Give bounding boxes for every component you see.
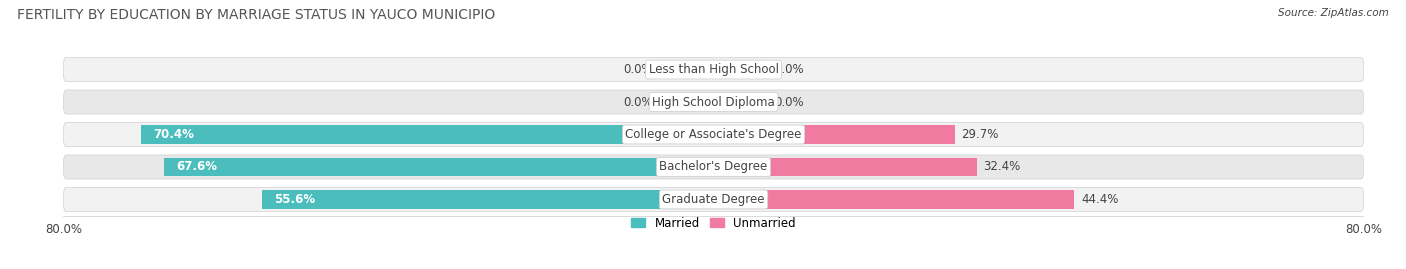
Bar — [713, 158, 977, 176]
Bar — [713, 61, 770, 79]
Text: 32.4%: 32.4% — [983, 161, 1021, 174]
Text: Graduate Degree: Graduate Degree — [662, 193, 765, 206]
Text: Bachelor's Degree: Bachelor's Degree — [659, 161, 768, 174]
Text: College or Associate's Degree: College or Associate's Degree — [626, 128, 801, 141]
Text: 67.6%: 67.6% — [176, 161, 218, 174]
FancyBboxPatch shape — [63, 58, 1364, 82]
Text: 44.4%: 44.4% — [1081, 193, 1118, 206]
Bar — [657, 61, 713, 79]
Text: 0.0%: 0.0% — [623, 95, 652, 108]
Bar — [262, 190, 713, 208]
Text: 70.4%: 70.4% — [153, 128, 194, 141]
Bar — [141, 125, 713, 144]
FancyBboxPatch shape — [63, 90, 1364, 114]
Text: 29.7%: 29.7% — [962, 128, 998, 141]
Text: 55.6%: 55.6% — [274, 193, 315, 206]
Bar — [165, 158, 713, 176]
Text: Source: ZipAtlas.com: Source: ZipAtlas.com — [1278, 8, 1389, 18]
Text: Less than High School: Less than High School — [648, 63, 779, 76]
Text: 0.0%: 0.0% — [775, 63, 804, 76]
Bar — [713, 190, 1074, 208]
Bar — [713, 125, 955, 144]
Bar — [657, 93, 713, 111]
FancyBboxPatch shape — [63, 155, 1364, 179]
Legend: Married, Unmarried: Married, Unmarried — [627, 212, 800, 234]
FancyBboxPatch shape — [63, 187, 1364, 211]
FancyBboxPatch shape — [63, 122, 1364, 147]
Text: FERTILITY BY EDUCATION BY MARRIAGE STATUS IN YAUCO MUNICIPIO: FERTILITY BY EDUCATION BY MARRIAGE STATU… — [17, 8, 495, 22]
Text: High School Diploma: High School Diploma — [652, 95, 775, 108]
Text: 0.0%: 0.0% — [623, 63, 652, 76]
Bar — [713, 93, 770, 111]
Text: 0.0%: 0.0% — [775, 95, 804, 108]
